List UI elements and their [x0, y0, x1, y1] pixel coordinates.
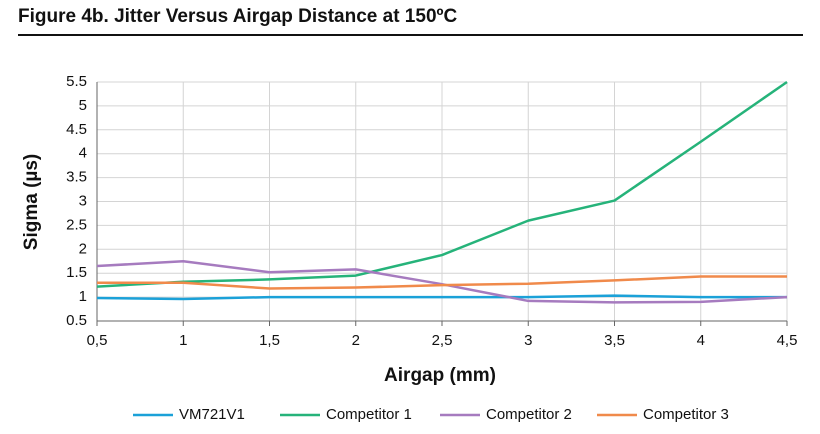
y-tick-label: 3.5 [66, 169, 87, 186]
y-tick-label: 1.5 [66, 264, 87, 281]
y-tick-label: 1 [79, 288, 87, 305]
x-tick-label: 1,5 [259, 332, 280, 349]
x-tick-label: 1 [179, 332, 187, 349]
series-line [97, 275, 787, 290]
x-tick-label: 4,5 [777, 332, 798, 349]
y-tick-label: 4.5 [66, 121, 87, 138]
y-tick-label: 5.5 [66, 73, 87, 90]
legend-label: VM721V1 [179, 406, 245, 423]
x-tick-label: 3 [524, 332, 532, 349]
x-axis-title: Airgap (mm) [384, 365, 496, 386]
y-tick-label: 2 [79, 240, 87, 257]
x-tick-label: 2 [352, 332, 360, 349]
x-tick-label: 0,5 [87, 332, 108, 349]
x-tick-label: 3,5 [604, 332, 625, 349]
y-tick-label: 3 [79, 192, 87, 209]
legend-label: Competitor 1 [326, 406, 412, 423]
x-tick-label: 2,5 [432, 332, 453, 349]
y-tick-label: 0.5 [66, 312, 87, 329]
chart-title: Figure 4b. Jitter Versus Airgap Distance… [18, 6, 457, 27]
y-tick-label: 4 [79, 145, 87, 162]
legend-label: Competitor 3 [643, 406, 729, 423]
series-line [96, 294, 787, 301]
y-tick-label: 2.5 [66, 216, 87, 233]
y-axis-title: Sigma (µs) [21, 154, 42, 250]
legend-label: Competitor 2 [486, 406, 572, 423]
y-tick-label: 5 [79, 97, 87, 114]
x-tick-label: 4 [697, 332, 705, 349]
series-line [96, 80, 788, 288]
